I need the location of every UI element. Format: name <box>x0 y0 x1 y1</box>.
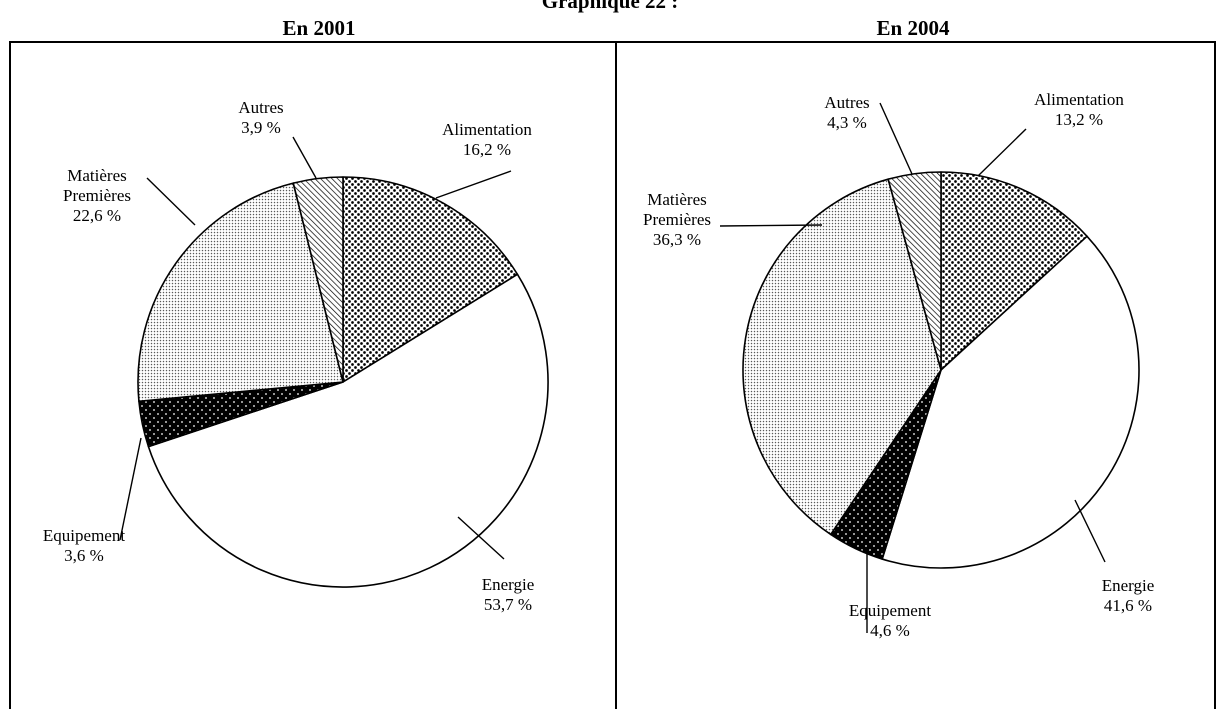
pie-2001: Alimentation 16,2 % Energie 53,7 % Equipemen… <box>43 98 549 614</box>
label-alimentation-2004: Alimentation 13,2 % <box>1034 90 1124 129</box>
label-matieres-premieres-2004: Matières Premières 36,3 % <box>643 190 711 249</box>
label-autres-2001: Autres 3,9 % <box>238 98 283 137</box>
leader-line-alimentation-2001 <box>435 170 512 199</box>
panel-title-2001: En 2001 <box>283 16 356 40</box>
slice-autres-2001 <box>292 176 344 383</box>
label-alimentation-2001: Alimentation 16,2 % <box>442 120 532 159</box>
label-equipement-2001: Equipement 3,6 % <box>43 526 125 565</box>
pie-2004: Alimentation 13,2 % Energie 41,6 % Equipemen… <box>643 90 1154 640</box>
leader-line-matieres-premieres-2001 <box>146 177 196 226</box>
label-autres-2004: Autres 4,3 % <box>824 93 869 132</box>
leader-line-alimentation-2004 <box>977 128 1027 177</box>
leader-line-energie-2001 <box>457 516 505 560</box>
label-matieres-premieres-2001: Matières Premières 22,6 % <box>63 166 131 225</box>
panel-title-2004: En 2004 <box>877 16 950 40</box>
leader-line-energie-2004 <box>1074 499 1106 563</box>
slice-energie-2001 <box>147 273 549 588</box>
leader-line-equipement-2001 <box>119 437 142 541</box>
label-energie-2004: Energie 41,6 % <box>1102 576 1155 615</box>
slice-alimentation-2004 <box>940 171 1088 371</box>
slice-matieres-premieres-2001 <box>137 182 344 403</box>
panel-frames <box>9 41 1216 709</box>
leader-line-autres-2001 <box>292 136 317 179</box>
slice-energie-2004 <box>881 235 1140 569</box>
figure-title: Graphique 22 : <box>542 0 679 13</box>
slice-matieres-premieres-2004 <box>742 178 942 536</box>
slice-autres-2004 <box>887 171 942 371</box>
label-equipement-2004: Equipement 4,6 % <box>849 601 931 640</box>
leader-line-matieres-premieres-2004 <box>719 224 823 227</box>
leader-line-autres-2004 <box>879 102 913 175</box>
label-energie-2001: Energie 53,7 % <box>482 575 535 614</box>
slice-alimentation-2001 <box>342 176 519 383</box>
